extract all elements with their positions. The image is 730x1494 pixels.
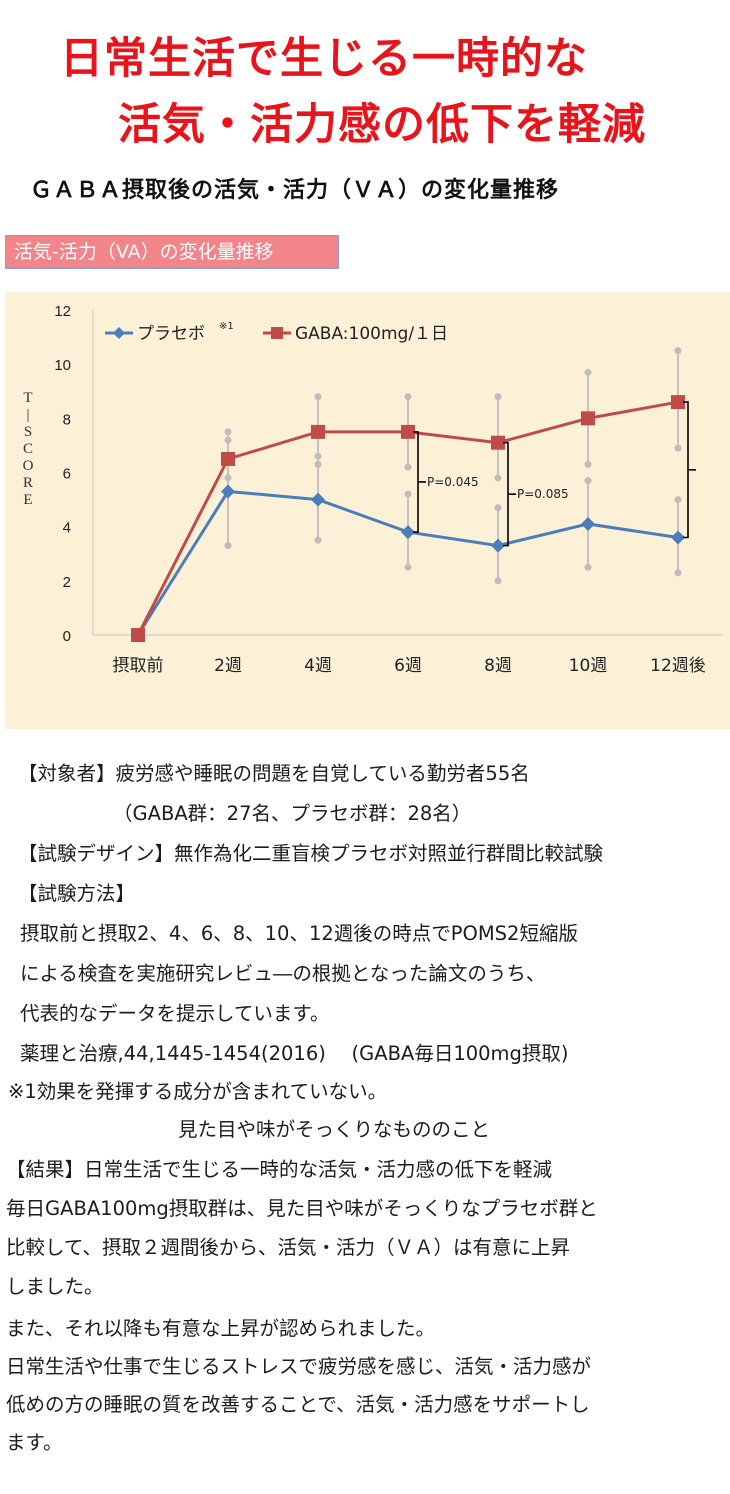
design-label: 【試験デザイン】 xyxy=(18,842,175,865)
y-axis-label-char-0: T xyxy=(23,390,32,406)
point-0-1 xyxy=(221,484,235,499)
method-line-1: 摂取前と摂取2、4、6、8、10、12週後の時点でPOMS2短縮版 xyxy=(20,922,578,945)
point-0-2 xyxy=(311,492,325,507)
point-1-2 xyxy=(311,424,325,439)
headline-line-1: 日常生活で生じる一時的な xyxy=(60,34,588,84)
y-axis-label-char-1: | xyxy=(26,407,29,423)
error-cap-low-1-2 xyxy=(314,460,322,468)
error-cap-low-1-6 xyxy=(674,444,682,452)
y-tick-label-4: 8 xyxy=(63,411,71,428)
error-cap-high-1-4 xyxy=(494,393,502,401)
error-cap-high-0-3 xyxy=(404,490,412,498)
result-line: 【結果】日常生活で生じる一時的な活気・活力感の低下を軽減 xyxy=(6,1153,552,1182)
point-1-5 xyxy=(581,411,595,426)
error-cap-high-0-4 xyxy=(494,504,502,512)
x-tick-label-0: 摂取前 xyxy=(113,656,164,676)
x-tick-label-2: 4週 xyxy=(304,656,332,676)
result-text: 日常生活で生じる一時的な活気・活力感の低下を軽減 xyxy=(84,1158,553,1181)
y-axis-label-char-5: R xyxy=(23,475,33,491)
chart-panel: 0 2 4 6 8 10 12 T | S C O R E 摂取前 2週 4週 6週 8週 10週 12週後 P=0.04… xyxy=(5,292,730,729)
point-1-3 xyxy=(401,424,415,439)
subjects-text: 疲労感や睡眠の問題を自覚している勤労者55名 xyxy=(115,762,530,785)
subjects-line: 【対象者】疲労感や睡眠の問題を自覚している勤労者55名 xyxy=(18,757,530,786)
result-line-6: 低めの方の睡眠の質を改善することで、活気・活力感をサポートし xyxy=(6,1393,590,1416)
error-cap-high-1-1 xyxy=(224,428,232,436)
subjects-label: 【対象者】 xyxy=(18,762,116,785)
error-cap-low-0-1 xyxy=(224,542,232,550)
error-cap-low-0-6 xyxy=(674,569,682,577)
legend-label-gaba: GABA:100mg/１日 xyxy=(295,324,448,344)
error-cap-high-1-2 xyxy=(314,393,322,401)
result-line-3: しました。 xyxy=(6,1275,104,1298)
y-axis-label-char-6: E xyxy=(23,492,32,508)
x-tick-label-1: 2週 xyxy=(214,656,242,676)
legend-marker-placebo xyxy=(113,327,125,339)
significance-label-0: P=0.045 xyxy=(427,475,479,489)
headline-line-2: 活気・活力感の低下を軽減 xyxy=(118,100,646,150)
y-tick-label-0: 0 xyxy=(63,628,71,645)
y-axis-label-char-2: S xyxy=(24,424,32,440)
design-text: 無作為化二重盲検プラセボ対照並行群間比較試験 xyxy=(174,842,604,865)
error-cap-low-1-5 xyxy=(584,460,592,468)
point-1-0 xyxy=(131,628,145,642)
result-line-2: 比較して、摂取２週間後から、活気・活力（ＶＡ）は有意に上昇 xyxy=(6,1236,570,1259)
y-tick-label-5: 10 xyxy=(54,357,71,374)
citation-line: 薬理と治療,44,1445-1454(2016) (GABA毎日100mg摂取) xyxy=(20,1042,569,1065)
point-1-1 xyxy=(221,451,235,466)
significance-bracket-0 xyxy=(413,431,426,533)
note-line-1: ※1効果を発揮する成分が含まれていない。 xyxy=(8,1080,388,1103)
x-tick-label-4: 8週 xyxy=(484,656,512,676)
method-line-2: による検査を実施研究レビュ―の根拠となった論文のうち、 xyxy=(20,962,546,985)
error-cap-low-1-3 xyxy=(404,463,412,471)
y-axis-label-char-3: C xyxy=(23,441,33,457)
legend-note-placebo: ※1 xyxy=(219,321,234,332)
y-tick-label-3: 6 xyxy=(63,466,71,483)
y-tick-label-1: 2 xyxy=(63,574,71,591)
chart-subtitle: ＧＡＢＡ摂取後の活気・活力（ＶＡ）の変化量推移 xyxy=(30,178,560,203)
result-line-5: 日常生活や仕事で生じるストレスで疲労感を感じ、活気・活力感が xyxy=(6,1355,592,1378)
point-1-4 xyxy=(491,435,505,450)
point-1-6 xyxy=(671,395,685,410)
error-cap-high-0-5 xyxy=(584,477,592,485)
error-cap-high-1-3 xyxy=(404,393,412,401)
error-cap-low-0-3 xyxy=(404,563,412,571)
error-cap-low-0-2 xyxy=(314,536,322,544)
result-label: 【結果】 xyxy=(6,1158,85,1181)
error-cap-low-0-4 xyxy=(494,577,502,585)
legend-label-placebo: プラセボ xyxy=(137,324,205,344)
result-line-4: また、それ以降も有意な上昇が認められました。 xyxy=(6,1317,436,1340)
error-cap-high-0-6 xyxy=(674,496,682,504)
chart-title-ribbon: 活気-活力（VA）の変化量推移 xyxy=(5,235,339,269)
error-cap-low-0-5 xyxy=(584,563,592,571)
y-axis-label-char-4: O xyxy=(23,458,34,474)
x-tick-label-3: 6週 xyxy=(394,656,422,676)
note-line-2: 見た目や味がそっくりなもののこと xyxy=(178,1118,491,1141)
point-0-5 xyxy=(581,516,595,531)
result-line-1: 毎日GABA100mg摂取群は、見た目や味がそっくりなプラセボ群と xyxy=(6,1197,598,1220)
subjects-detail: （GABA群：27名、プラセボ群：28名） xyxy=(113,802,472,825)
point-0-6 xyxy=(671,530,685,545)
point-0-4 xyxy=(491,538,505,553)
result-line-7: ます。 xyxy=(6,1431,63,1454)
x-tick-label-5: 10週 xyxy=(569,656,608,676)
significance-bracket-2 xyxy=(683,401,696,539)
design-line: 【試験デザイン】無作為化二重盲検プラセボ対照並行群間比較試験 xyxy=(18,837,603,866)
y-tick-label-2: 4 xyxy=(63,520,71,537)
method-label: 【試験方法】 xyxy=(18,882,136,905)
x-tick-label-6: 12週後 xyxy=(650,656,706,676)
chart-legend: プラセボ ※1 GABA:100mg/１日 xyxy=(105,321,448,344)
error-cap-high-1-6 xyxy=(674,347,682,355)
significance-bracket-1 xyxy=(503,441,516,547)
significance-label-1: P=0.085 xyxy=(517,487,569,501)
method-line-3: 代表的なデータを提示しています。 xyxy=(20,1002,330,1025)
error-cap-low-1-1 xyxy=(224,474,232,482)
error-cap-low-1-4 xyxy=(494,474,502,482)
y-tick-label-6: 12 xyxy=(54,303,71,320)
legend-marker-gaba xyxy=(271,327,283,339)
point-0-3 xyxy=(401,525,415,540)
error-cap-high-1-5 xyxy=(584,368,592,376)
